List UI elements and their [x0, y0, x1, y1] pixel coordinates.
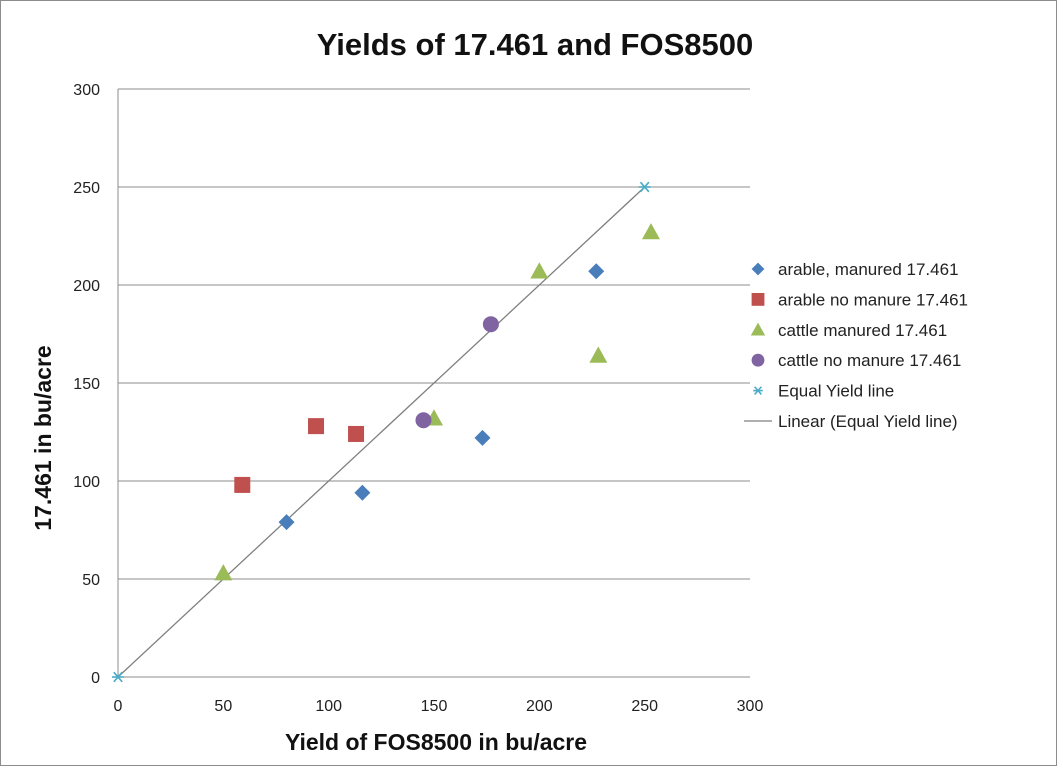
y-tick-label: 200: [73, 278, 100, 295]
tick-labels: 0 50 100 150 200 250 300 0 50 100 150 200 250 300: [73, 82, 763, 715]
x-tick-label: 50: [214, 698, 232, 715]
legend-swatch-asterisk: [753, 386, 763, 395]
x-tick-label: 0: [114, 698, 123, 715]
y-tick-label: 0: [91, 670, 100, 687]
gridlines: [118, 88, 750, 580]
data-point-triangle: [589, 346, 608, 363]
data-point-diamond: [278, 514, 295, 531]
legend-label: arable no manure 17.461: [778, 290, 968, 309]
data-point-circle: [482, 316, 499, 333]
y-tick-label: 250: [73, 180, 100, 197]
x-tick-label: 100: [315, 698, 342, 715]
data-point-triangle: [530, 262, 549, 279]
x-tick-label: 150: [421, 698, 448, 715]
y-tick-label: 300: [73, 82, 100, 99]
legend-swatch-circle: [751, 353, 765, 367]
legend-swatch-diamond: [751, 262, 765, 276]
data-point-square: [348, 425, 365, 442]
y-axis-label: 17.461 in bu/acre: [30, 345, 56, 530]
x-axis-label: Yield of FOS8500 in bu/acre: [285, 729, 587, 755]
y-tick-label: 150: [73, 376, 100, 393]
legend-swatch-triangle: [750, 322, 766, 336]
data-point-asterisk: [638, 181, 651, 193]
chart-title: Yields of 17.461 and FOS8500: [317, 27, 754, 62]
data-point-diamond: [588, 263, 605, 280]
data-point-triangle: [214, 564, 233, 581]
legend-label: Linear (Equal Yield line): [778, 412, 958, 431]
legend-label: cattle no manure 17.461: [778, 351, 961, 370]
data-point-asterisk: [112, 671, 124, 683]
legend-label: arable, manured 17.461: [778, 260, 959, 279]
x-tick-label: 300: [737, 698, 764, 715]
data-point-triangle: [641, 223, 660, 240]
legend: arable, manured 17.461 arable no manure 1…: [744, 260, 968, 431]
axes: [117, 89, 750, 678]
x-tick-label: 200: [526, 698, 553, 715]
data-series: [112, 181, 660, 683]
data-point-diamond: [354, 484, 371, 501]
trendline-equal-yield: [117, 186, 646, 678]
data-point-square: [234, 476, 251, 493]
y-tick-label: 100: [73, 474, 100, 491]
data-point-square: [308, 418, 325, 435]
data-point-diamond: [474, 429, 491, 446]
legend-label: cattle manured 17.461: [778, 321, 947, 340]
data-point-circle: [415, 412, 432, 429]
x-tick-label: 250: [631, 698, 658, 715]
legend-label: Equal Yield line: [778, 382, 894, 401]
legend-swatch-square: [751, 293, 765, 306]
y-tick-label: 50: [82, 572, 100, 589]
